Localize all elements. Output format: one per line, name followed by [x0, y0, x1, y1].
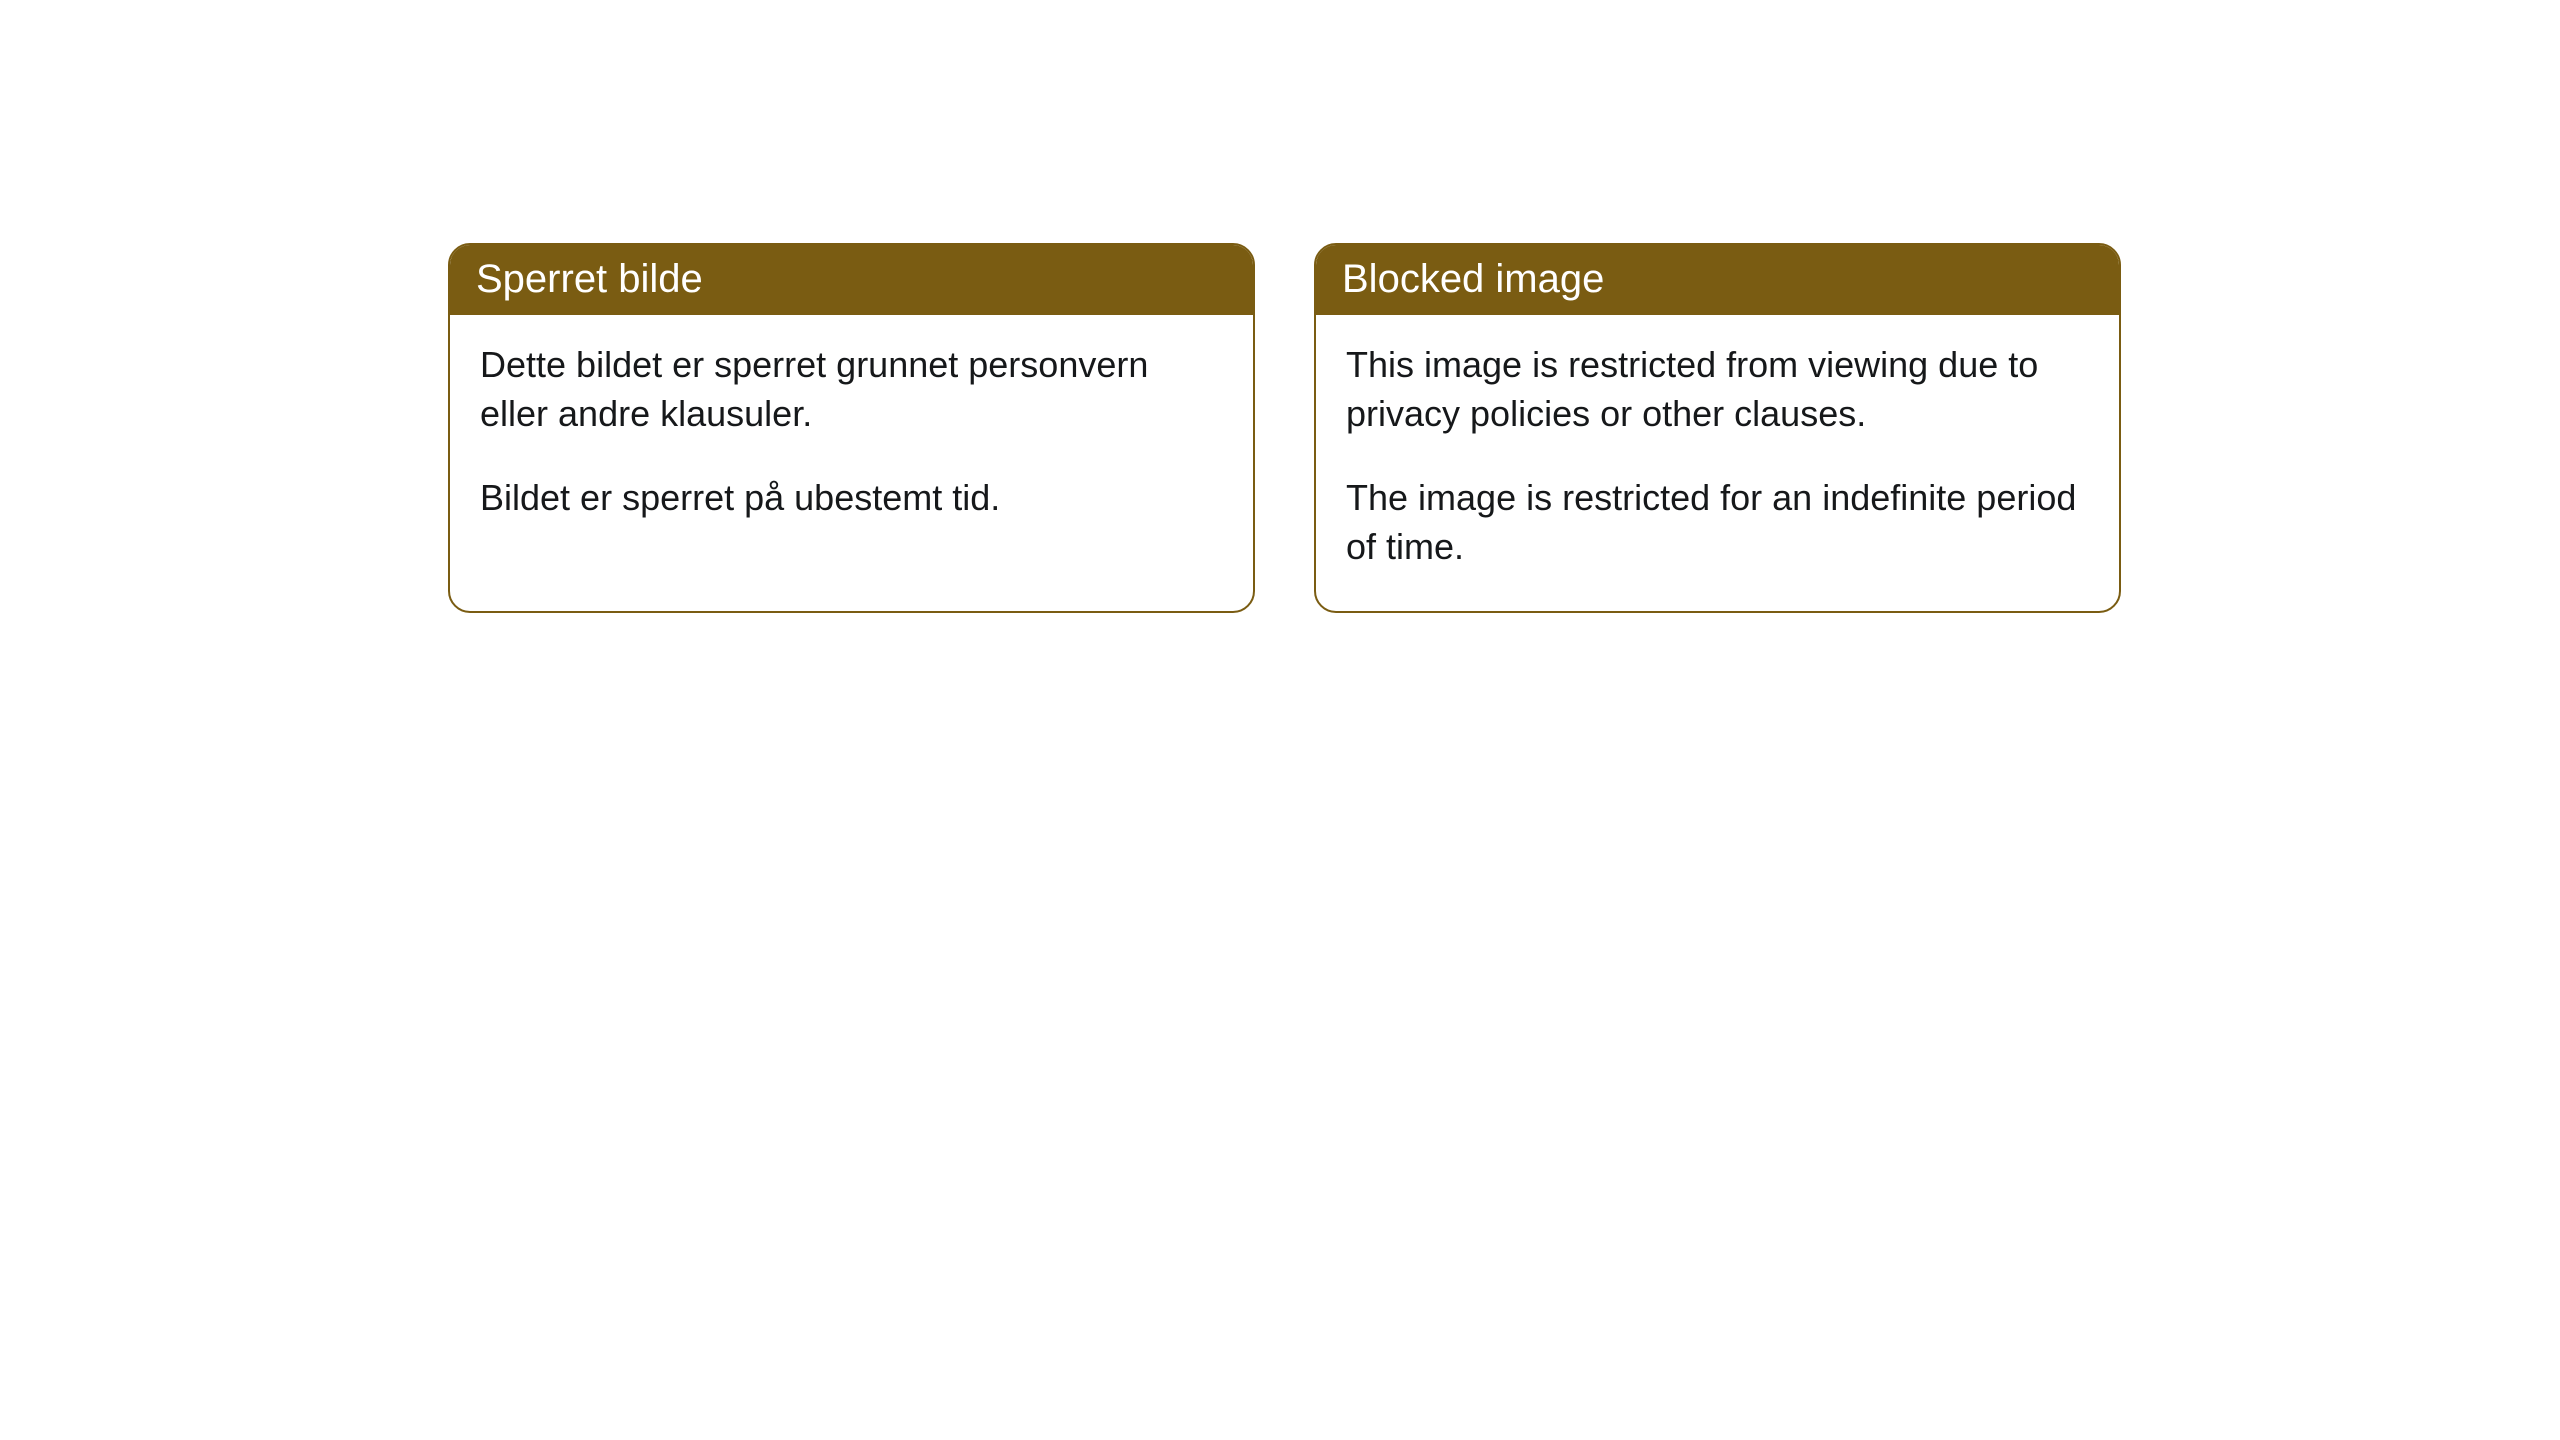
card-title: Blocked image	[1342, 257, 1604, 301]
notice-cards-container: Sperret bilde Dette bildet er sperret gr…	[448, 243, 2121, 613]
card-body: Dette bildet er sperret grunnet personve…	[450, 315, 1253, 563]
card-header: Blocked image	[1316, 245, 2119, 315]
card-paragraph: The image is restricted for an indefinit…	[1346, 474, 2089, 571]
card-title: Sperret bilde	[476, 257, 703, 301]
notice-card-norwegian: Sperret bilde Dette bildet er sperret gr…	[448, 243, 1255, 613]
notice-card-english: Blocked image This image is restricted f…	[1314, 243, 2121, 613]
card-body: This image is restricted from viewing du…	[1316, 315, 2119, 611]
card-paragraph: Bildet er sperret på ubestemt tid.	[480, 474, 1223, 523]
card-paragraph: This image is restricted from viewing du…	[1346, 341, 2089, 438]
card-paragraph: Dette bildet er sperret grunnet personve…	[480, 341, 1223, 438]
card-header: Sperret bilde	[450, 245, 1253, 315]
